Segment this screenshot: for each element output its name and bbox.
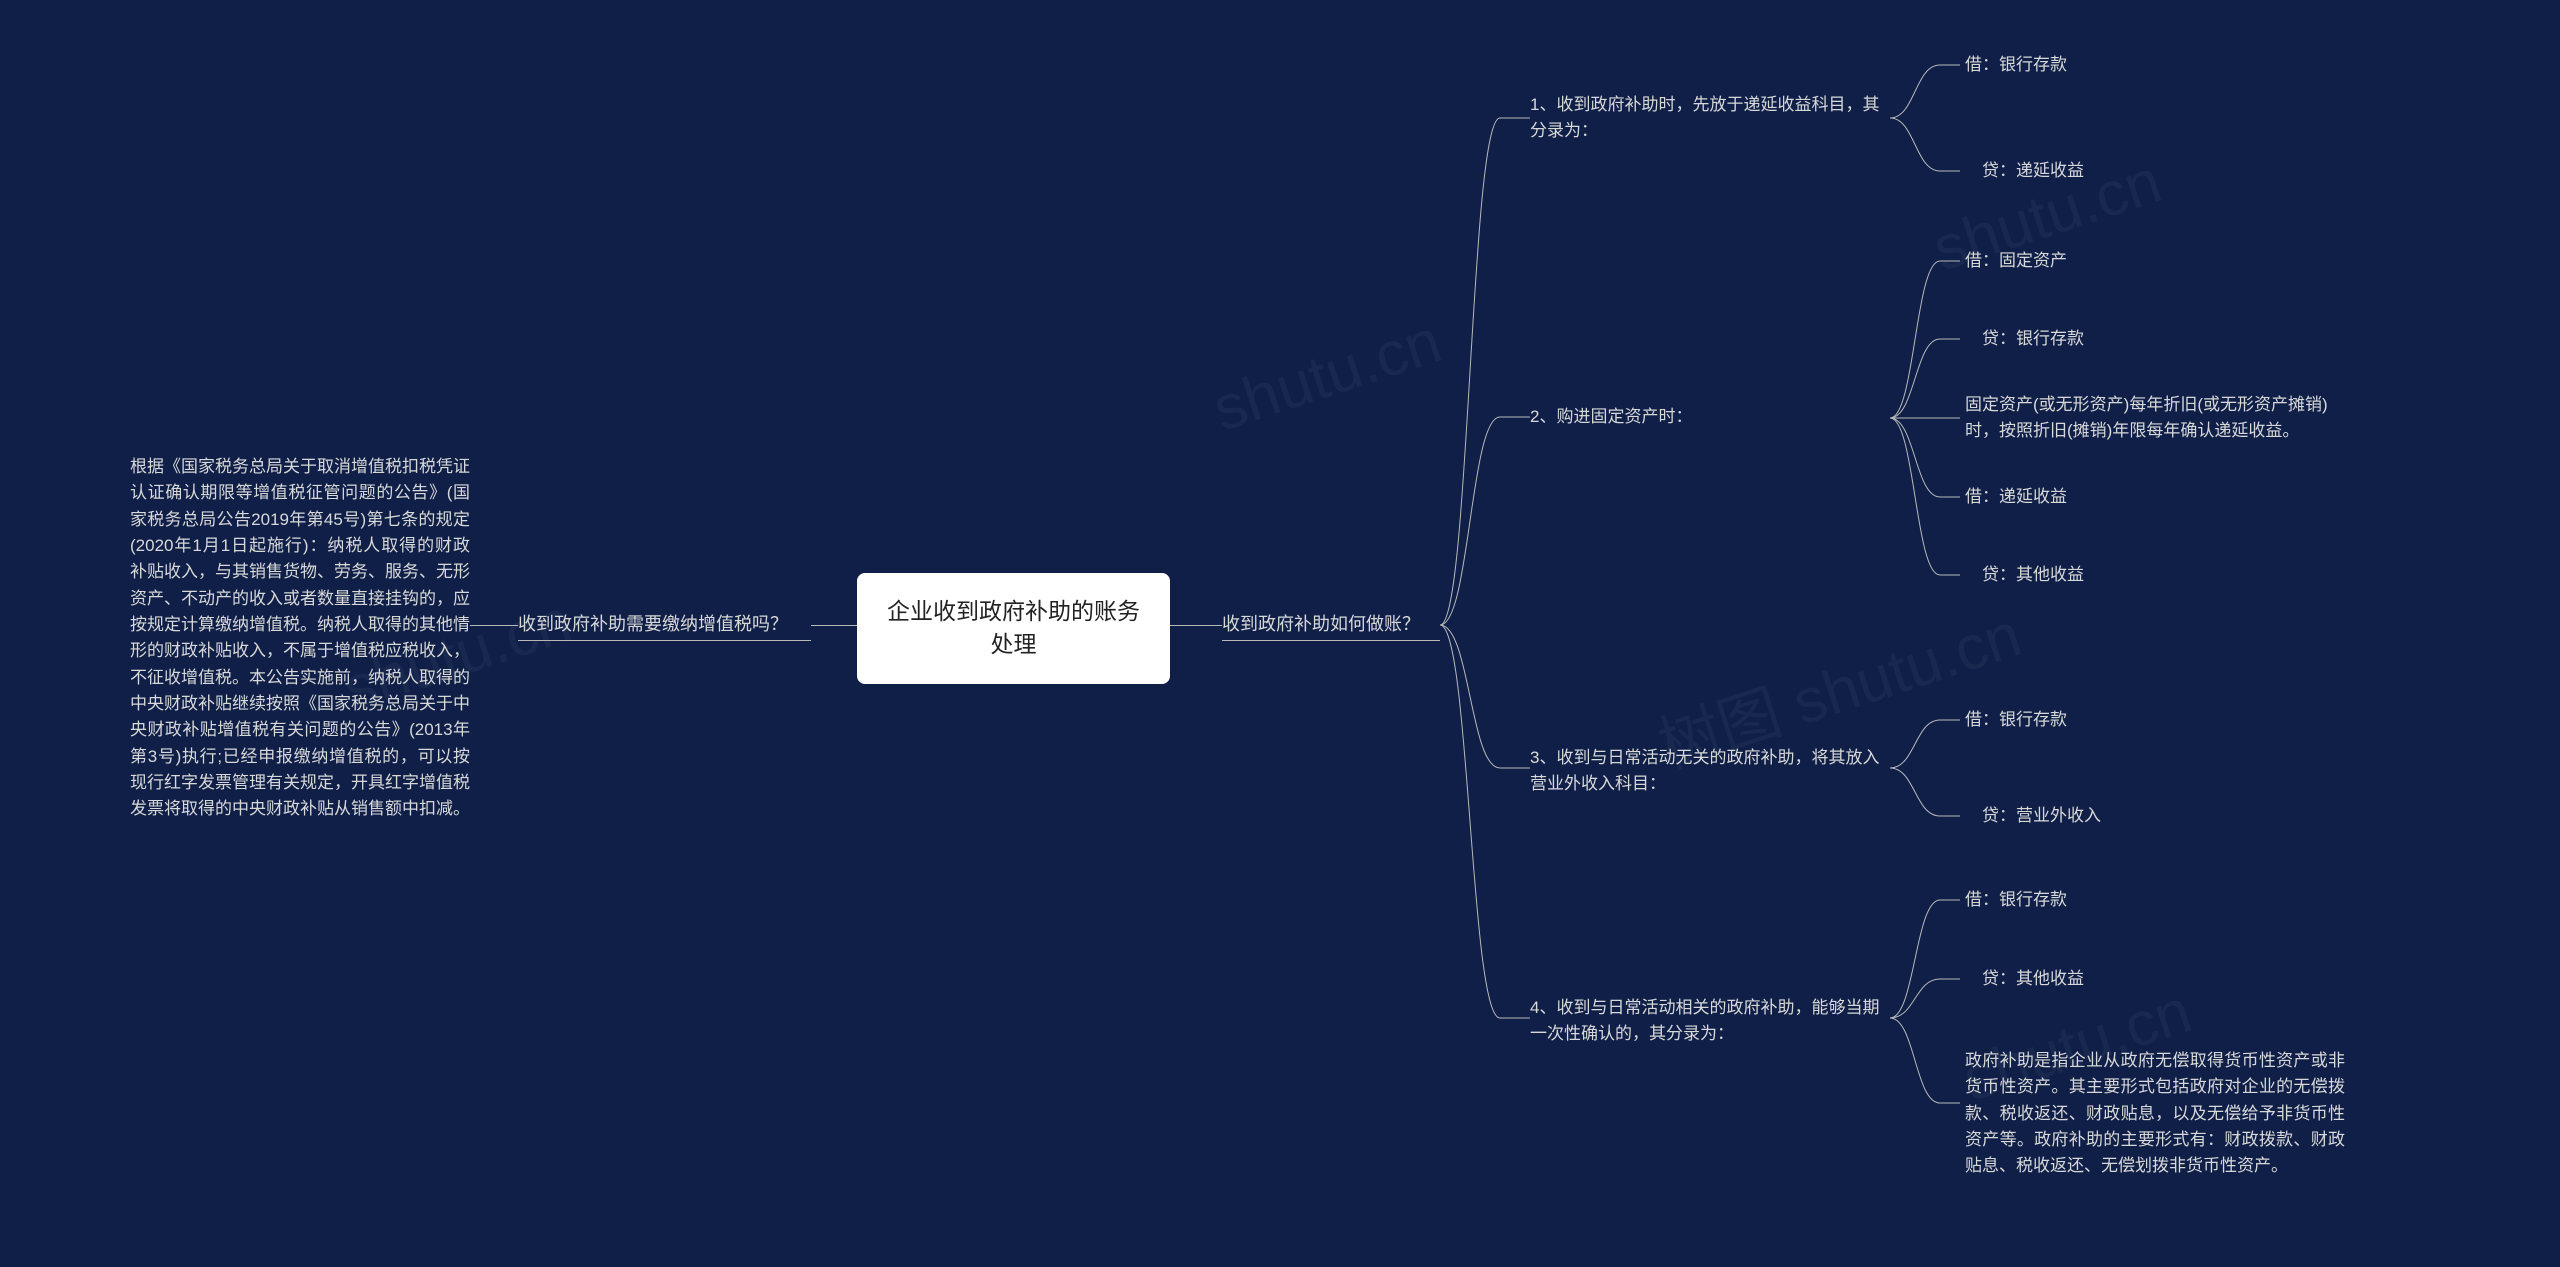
connector xyxy=(470,625,518,626)
center-title-line1: 企业收到政府补助的账务 xyxy=(887,598,1140,624)
item-3-child-1: 贷：营业外收入 xyxy=(1965,803,2265,829)
connector xyxy=(811,625,857,626)
bracket-item-2 xyxy=(1890,254,1960,582)
bracket-item-4 xyxy=(1890,893,1960,1153)
connector-underline xyxy=(518,640,811,641)
item-4-child-2: 政府补助是指企业从政府无偿取得货币性资产或非货币性资产。其主要形式包括政府对企业… xyxy=(1965,1048,2345,1180)
item-4-child-0: 借：银行存款 xyxy=(1965,887,2325,913)
item-2-label: 2、购进固定资产时： xyxy=(1530,404,1890,430)
item-2-child-1: 贷：银行存款 xyxy=(1965,326,2325,352)
item-3-label: 3、收到与日常活动无关的政府补助，将其放入营业外收入科目： xyxy=(1530,745,1890,798)
watermark: shutu.cn xyxy=(1205,306,1450,446)
connector xyxy=(1170,625,1222,626)
center-node: 企业收到政府补助的账务 处理 xyxy=(857,573,1170,684)
item-4-label: 4、收到与日常活动相关的政府补助，能够当期一次性确认的，其分录为： xyxy=(1530,995,1890,1048)
connector-underline xyxy=(1222,640,1440,641)
bracket-item-3 xyxy=(1890,713,1960,823)
left-question: 收到政府补助需要缴纳增值税吗？ xyxy=(518,611,813,639)
item-3-child-0: 借：银行存款 xyxy=(1965,707,2265,733)
item-4-child-1: 贷：其他收益 xyxy=(1965,966,2325,992)
center-title-line2: 处理 xyxy=(991,631,1037,657)
bracket-main xyxy=(1440,96,1530,1106)
item-2-child-4: 贷：其他收益 xyxy=(1965,562,2325,588)
item-2-child-0: 借：固定资产 xyxy=(1965,248,2325,274)
left-detail: 根据《国家税务总局关于取消增值税扣税凭证认证确认期限等增值税征管问题的公告》(国… xyxy=(130,454,470,823)
item-1-child-1: 贷：递延收益 xyxy=(1965,158,2265,184)
item-2-child-3: 借：递延收益 xyxy=(1965,484,2325,510)
item-2-child-2: 固定资产(或无形资产)每年折旧(或无形资产摊销)时，按照折旧(摊销)年限每年确认… xyxy=(1965,392,2335,445)
bracket-item-1 xyxy=(1890,58,1960,178)
item-1-child-0: 借：银行存款 xyxy=(1965,52,2265,78)
right-question: 收到政府补助如何做账？ xyxy=(1222,611,1452,639)
item-1-label: 1、收到政府补助时，先放于递延收益科目，其分录为： xyxy=(1530,92,1890,145)
